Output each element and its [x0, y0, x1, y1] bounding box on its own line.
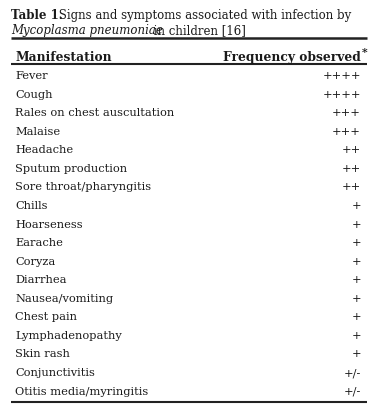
Text: Mycoplasma pneumoniae: Mycoplasma pneumoniae [11, 24, 163, 37]
Text: +: + [352, 313, 361, 322]
Text: Headache: Headache [15, 145, 73, 155]
Text: +: + [352, 294, 361, 304]
Text: Table 1.: Table 1. [11, 9, 63, 22]
Text: in children [16]: in children [16] [150, 24, 246, 37]
Text: Skin rash: Skin rash [15, 349, 70, 359]
Text: Diarrhea: Diarrhea [15, 275, 67, 285]
Text: ++: ++ [342, 164, 361, 174]
Text: Malaise: Malaise [15, 127, 60, 137]
Text: ++: ++ [342, 182, 361, 193]
Text: Otitis media/myringitis: Otitis media/myringitis [15, 387, 149, 397]
Text: Fever: Fever [15, 71, 48, 81]
Text: +: + [352, 349, 361, 359]
Text: Manifestation: Manifestation [15, 51, 112, 64]
Text: ++++: ++++ [322, 90, 361, 100]
Text: Frequency observed: Frequency observed [223, 51, 361, 64]
Text: +: + [352, 331, 361, 341]
Text: Lymphadenopathy: Lymphadenopathy [15, 331, 122, 341]
Text: Signs and symptoms associated with infection by: Signs and symptoms associated with infec… [55, 9, 351, 22]
Text: *: * [362, 47, 368, 58]
Text: +: + [352, 201, 361, 211]
Text: +/-: +/- [344, 368, 361, 378]
Text: +: + [352, 275, 361, 285]
Text: Cough: Cough [15, 90, 53, 100]
Text: Hoarseness: Hoarseness [15, 220, 83, 230]
Text: +++: +++ [332, 127, 361, 137]
Text: +: + [352, 220, 361, 230]
Text: Sputum production: Sputum production [15, 164, 127, 174]
Text: Conjunctivitis: Conjunctivitis [15, 368, 95, 378]
Text: +: + [352, 257, 361, 267]
Text: +++: +++ [332, 108, 361, 118]
Text: Chills: Chills [15, 201, 48, 211]
Text: Coryza: Coryza [15, 257, 55, 267]
Text: ++++: ++++ [322, 71, 361, 81]
Text: Chest pain: Chest pain [15, 313, 77, 322]
Text: Sore throat/pharyngitis: Sore throat/pharyngitis [15, 182, 151, 193]
Text: +/-: +/- [344, 387, 361, 397]
Text: Earache: Earache [15, 238, 63, 248]
Text: +: + [352, 238, 361, 248]
Text: Nausea/vomiting: Nausea/vomiting [15, 294, 113, 304]
Text: Rales on chest auscultation: Rales on chest auscultation [15, 108, 174, 118]
Text: ++: ++ [342, 145, 361, 155]
